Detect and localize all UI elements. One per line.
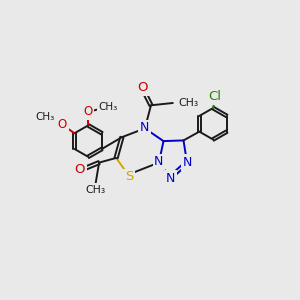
Text: N: N [154,155,164,168]
Text: Cl: Cl [208,90,221,103]
Text: N: N [183,156,192,169]
Text: O: O [58,118,67,131]
Text: CH₃: CH₃ [36,112,55,122]
Text: S: S [125,170,133,183]
Text: O: O [84,106,93,118]
Text: CH₃: CH₃ [98,102,118,112]
Text: O: O [137,81,148,94]
Text: N: N [140,121,149,134]
Text: O: O [75,163,85,176]
Text: N: N [166,172,175,184]
Text: CH₃: CH₃ [178,98,199,108]
Text: CH₃: CH₃ [85,185,106,195]
